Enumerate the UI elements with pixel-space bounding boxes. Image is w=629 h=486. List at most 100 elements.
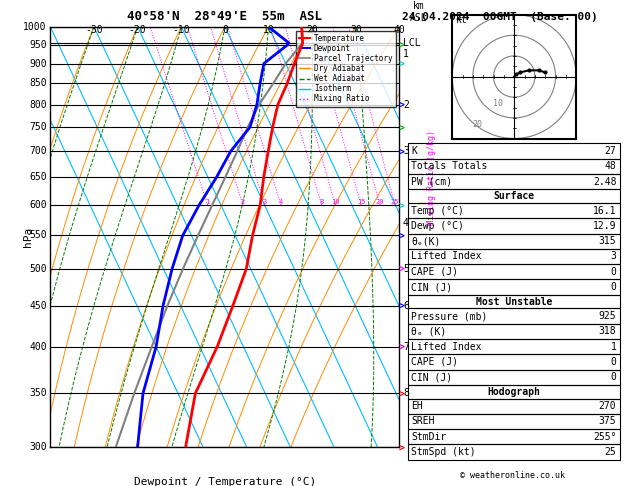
Text: 600: 600: [29, 200, 47, 210]
Text: Most Unstable: Most Unstable: [476, 296, 552, 307]
Text: 2.48: 2.48: [593, 176, 616, 187]
Text: 400: 400: [29, 342, 47, 352]
Text: 25: 25: [391, 199, 399, 205]
Text: -30: -30: [85, 25, 103, 35]
Text: >: >: [398, 40, 404, 50]
Text: LCL: LCL: [403, 38, 421, 48]
Text: SREH: SREH: [411, 417, 435, 427]
Text: 750: 750: [29, 122, 47, 132]
Text: >: >: [398, 342, 404, 352]
Text: 500: 500: [29, 264, 47, 274]
Text: 700: 700: [29, 146, 47, 156]
Text: 3: 3: [403, 146, 409, 156]
Text: Surface: Surface: [493, 191, 535, 201]
Text: 950: 950: [29, 40, 47, 50]
Text: 10: 10: [263, 25, 274, 35]
Text: >: >: [398, 100, 404, 110]
Text: Lifted Index: Lifted Index: [411, 251, 482, 261]
Text: >: >: [398, 388, 404, 399]
Text: Pressure (mb): Pressure (mb): [411, 311, 487, 321]
Text: 3: 3: [263, 199, 267, 205]
Text: 1: 1: [611, 342, 616, 352]
Text: Lifted Index: Lifted Index: [411, 342, 482, 352]
Text: StmSpd (kt): StmSpd (kt): [411, 447, 476, 457]
Text: 10: 10: [331, 199, 340, 205]
Text: 375: 375: [599, 417, 616, 427]
Text: Dewp (°C): Dewp (°C): [411, 221, 464, 231]
Text: 20: 20: [376, 199, 384, 205]
Text: StmDir: StmDir: [411, 432, 447, 442]
Text: 350: 350: [29, 388, 47, 399]
Text: 0: 0: [611, 357, 616, 367]
Text: 2: 2: [241, 199, 245, 205]
Legend: Temperature, Dewpoint, Parcel Trajectory, Dry Adiabat, Wet Adiabat, Isotherm, Mi: Temperature, Dewpoint, Parcel Trajectory…: [296, 31, 396, 106]
Text: 300: 300: [29, 442, 47, 452]
Text: 16.1: 16.1: [593, 206, 616, 216]
Text: >: >: [398, 230, 404, 241]
Text: 0: 0: [611, 267, 616, 277]
Text: -10: -10: [172, 25, 190, 35]
Text: 6: 6: [403, 300, 409, 311]
Text: θₑ(K): θₑ(K): [411, 236, 441, 246]
Text: hPa: hPa: [23, 227, 33, 247]
Text: 650: 650: [29, 172, 47, 182]
Text: 3: 3: [611, 251, 616, 261]
Text: 5: 5: [403, 264, 409, 274]
Text: 27: 27: [604, 146, 616, 156]
Text: >: >: [398, 122, 404, 132]
Text: CIN (J): CIN (J): [411, 372, 452, 382]
Text: Hodograph: Hodograph: [487, 387, 540, 397]
Text: kt: kt: [457, 15, 468, 25]
Text: 0: 0: [611, 372, 616, 382]
Text: 15: 15: [357, 199, 365, 205]
Text: Dewpoint / Temperature (°C): Dewpoint / Temperature (°C): [134, 477, 316, 486]
Text: 1: 1: [206, 199, 209, 205]
Text: >: >: [398, 58, 404, 69]
Text: 20: 20: [306, 25, 318, 35]
Text: CIN (J): CIN (J): [411, 282, 452, 292]
Text: 255°: 255°: [593, 432, 616, 442]
Text: 40°58'N  28°49'E  55m  ASL: 40°58'N 28°49'E 55m ASL: [127, 10, 323, 22]
Text: 1000: 1000: [23, 22, 47, 32]
Text: Mixing Ratio (g/kg): Mixing Ratio (g/kg): [427, 130, 437, 225]
Text: 0: 0: [222, 25, 228, 35]
Text: 318: 318: [599, 326, 616, 336]
Text: K: K: [411, 146, 417, 156]
Text: CAPE (J): CAPE (J): [411, 267, 459, 277]
Text: 25: 25: [604, 447, 616, 457]
Text: 12.9: 12.9: [593, 221, 616, 231]
Text: θₑ (K): θₑ (K): [411, 326, 447, 336]
Text: >: >: [398, 146, 404, 156]
Text: © weatheronline.co.uk: © weatheronline.co.uk: [460, 471, 565, 480]
Text: 925: 925: [599, 311, 616, 321]
Text: >: >: [398, 300, 404, 311]
Text: >: >: [398, 200, 404, 210]
Text: >: >: [398, 264, 404, 274]
Text: 4: 4: [403, 218, 409, 228]
Text: -20: -20: [129, 25, 147, 35]
Text: 4: 4: [279, 199, 283, 205]
Text: 48: 48: [604, 161, 616, 172]
Text: 450: 450: [29, 300, 47, 311]
Text: 315: 315: [599, 236, 616, 246]
Text: 850: 850: [29, 78, 47, 88]
Text: 40: 40: [394, 25, 405, 35]
Text: 10: 10: [493, 99, 503, 108]
Text: >: >: [398, 442, 404, 452]
Text: 800: 800: [29, 100, 47, 110]
Text: Temp (°C): Temp (°C): [411, 206, 464, 216]
Text: 2: 2: [403, 100, 409, 110]
Text: 20: 20: [472, 120, 482, 129]
Text: 24.04.2024  00GMT  (Base: 00): 24.04.2024 00GMT (Base: 00): [402, 12, 598, 22]
Text: 550: 550: [29, 230, 47, 241]
Text: 0: 0: [611, 282, 616, 292]
Text: EH: EH: [411, 401, 423, 411]
Text: PW (cm): PW (cm): [411, 176, 452, 187]
Text: CAPE (J): CAPE (J): [411, 357, 459, 367]
Text: 30: 30: [350, 25, 362, 35]
Text: 8: 8: [403, 388, 409, 399]
Text: 7: 7: [403, 342, 409, 352]
Text: 900: 900: [29, 58, 47, 69]
Text: 1: 1: [403, 49, 409, 59]
Text: 8: 8: [320, 199, 324, 205]
